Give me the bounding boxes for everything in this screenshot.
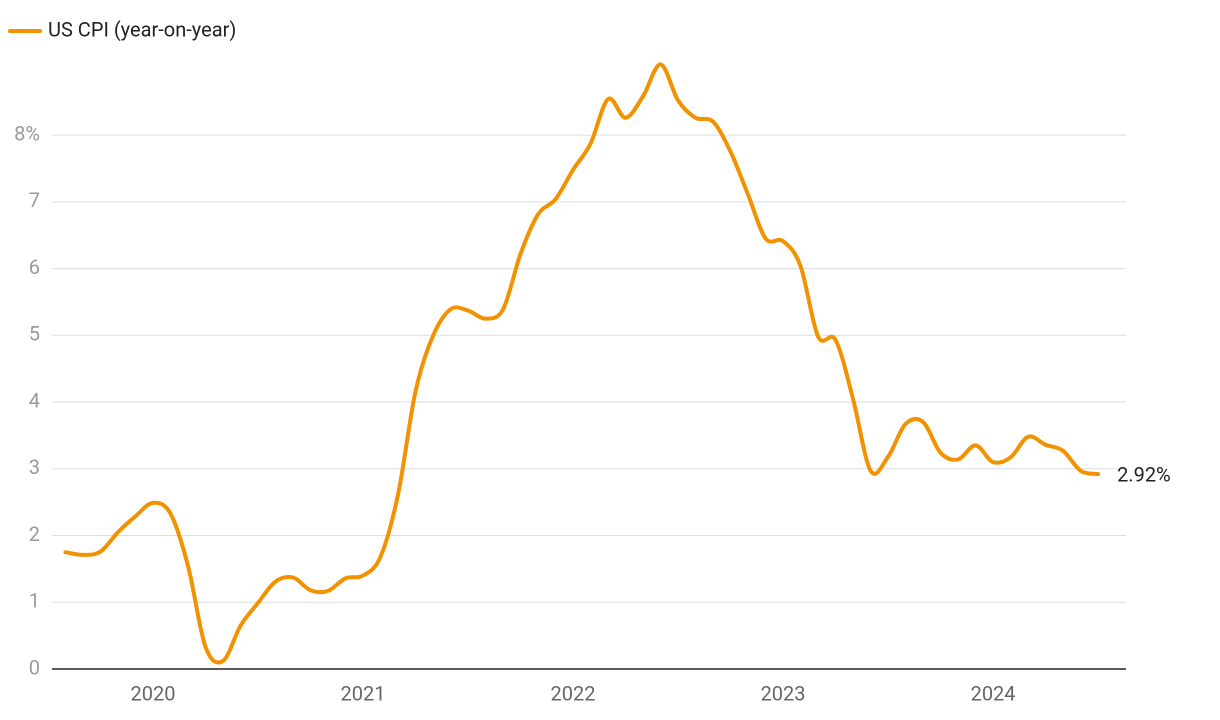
end-label: 2.92% xyxy=(1117,462,1171,486)
y-tick-label: 7 xyxy=(29,188,40,212)
x-tick-label: 2024 xyxy=(971,681,1016,705)
x-tick-label: 2023 xyxy=(761,681,806,705)
y-tick-label: 2 xyxy=(29,522,40,546)
y-tick-label: 6 xyxy=(29,255,40,279)
y-tick-label: 5 xyxy=(29,322,40,346)
x-tick-label: 2022 xyxy=(551,681,596,705)
y-tick-label: 3 xyxy=(29,455,40,479)
y-tick-label: 0 xyxy=(29,655,40,679)
y-tick-label: 1 xyxy=(29,589,40,613)
y-tick-label: 8% xyxy=(14,121,40,145)
x-tick-label: 2021 xyxy=(341,681,386,705)
legend-label: US CPI (year-on-year) xyxy=(48,17,236,41)
line xyxy=(63,62,1101,665)
y-tick-label: 4 xyxy=(29,388,40,412)
x-tick-label: 2020 xyxy=(131,681,176,705)
